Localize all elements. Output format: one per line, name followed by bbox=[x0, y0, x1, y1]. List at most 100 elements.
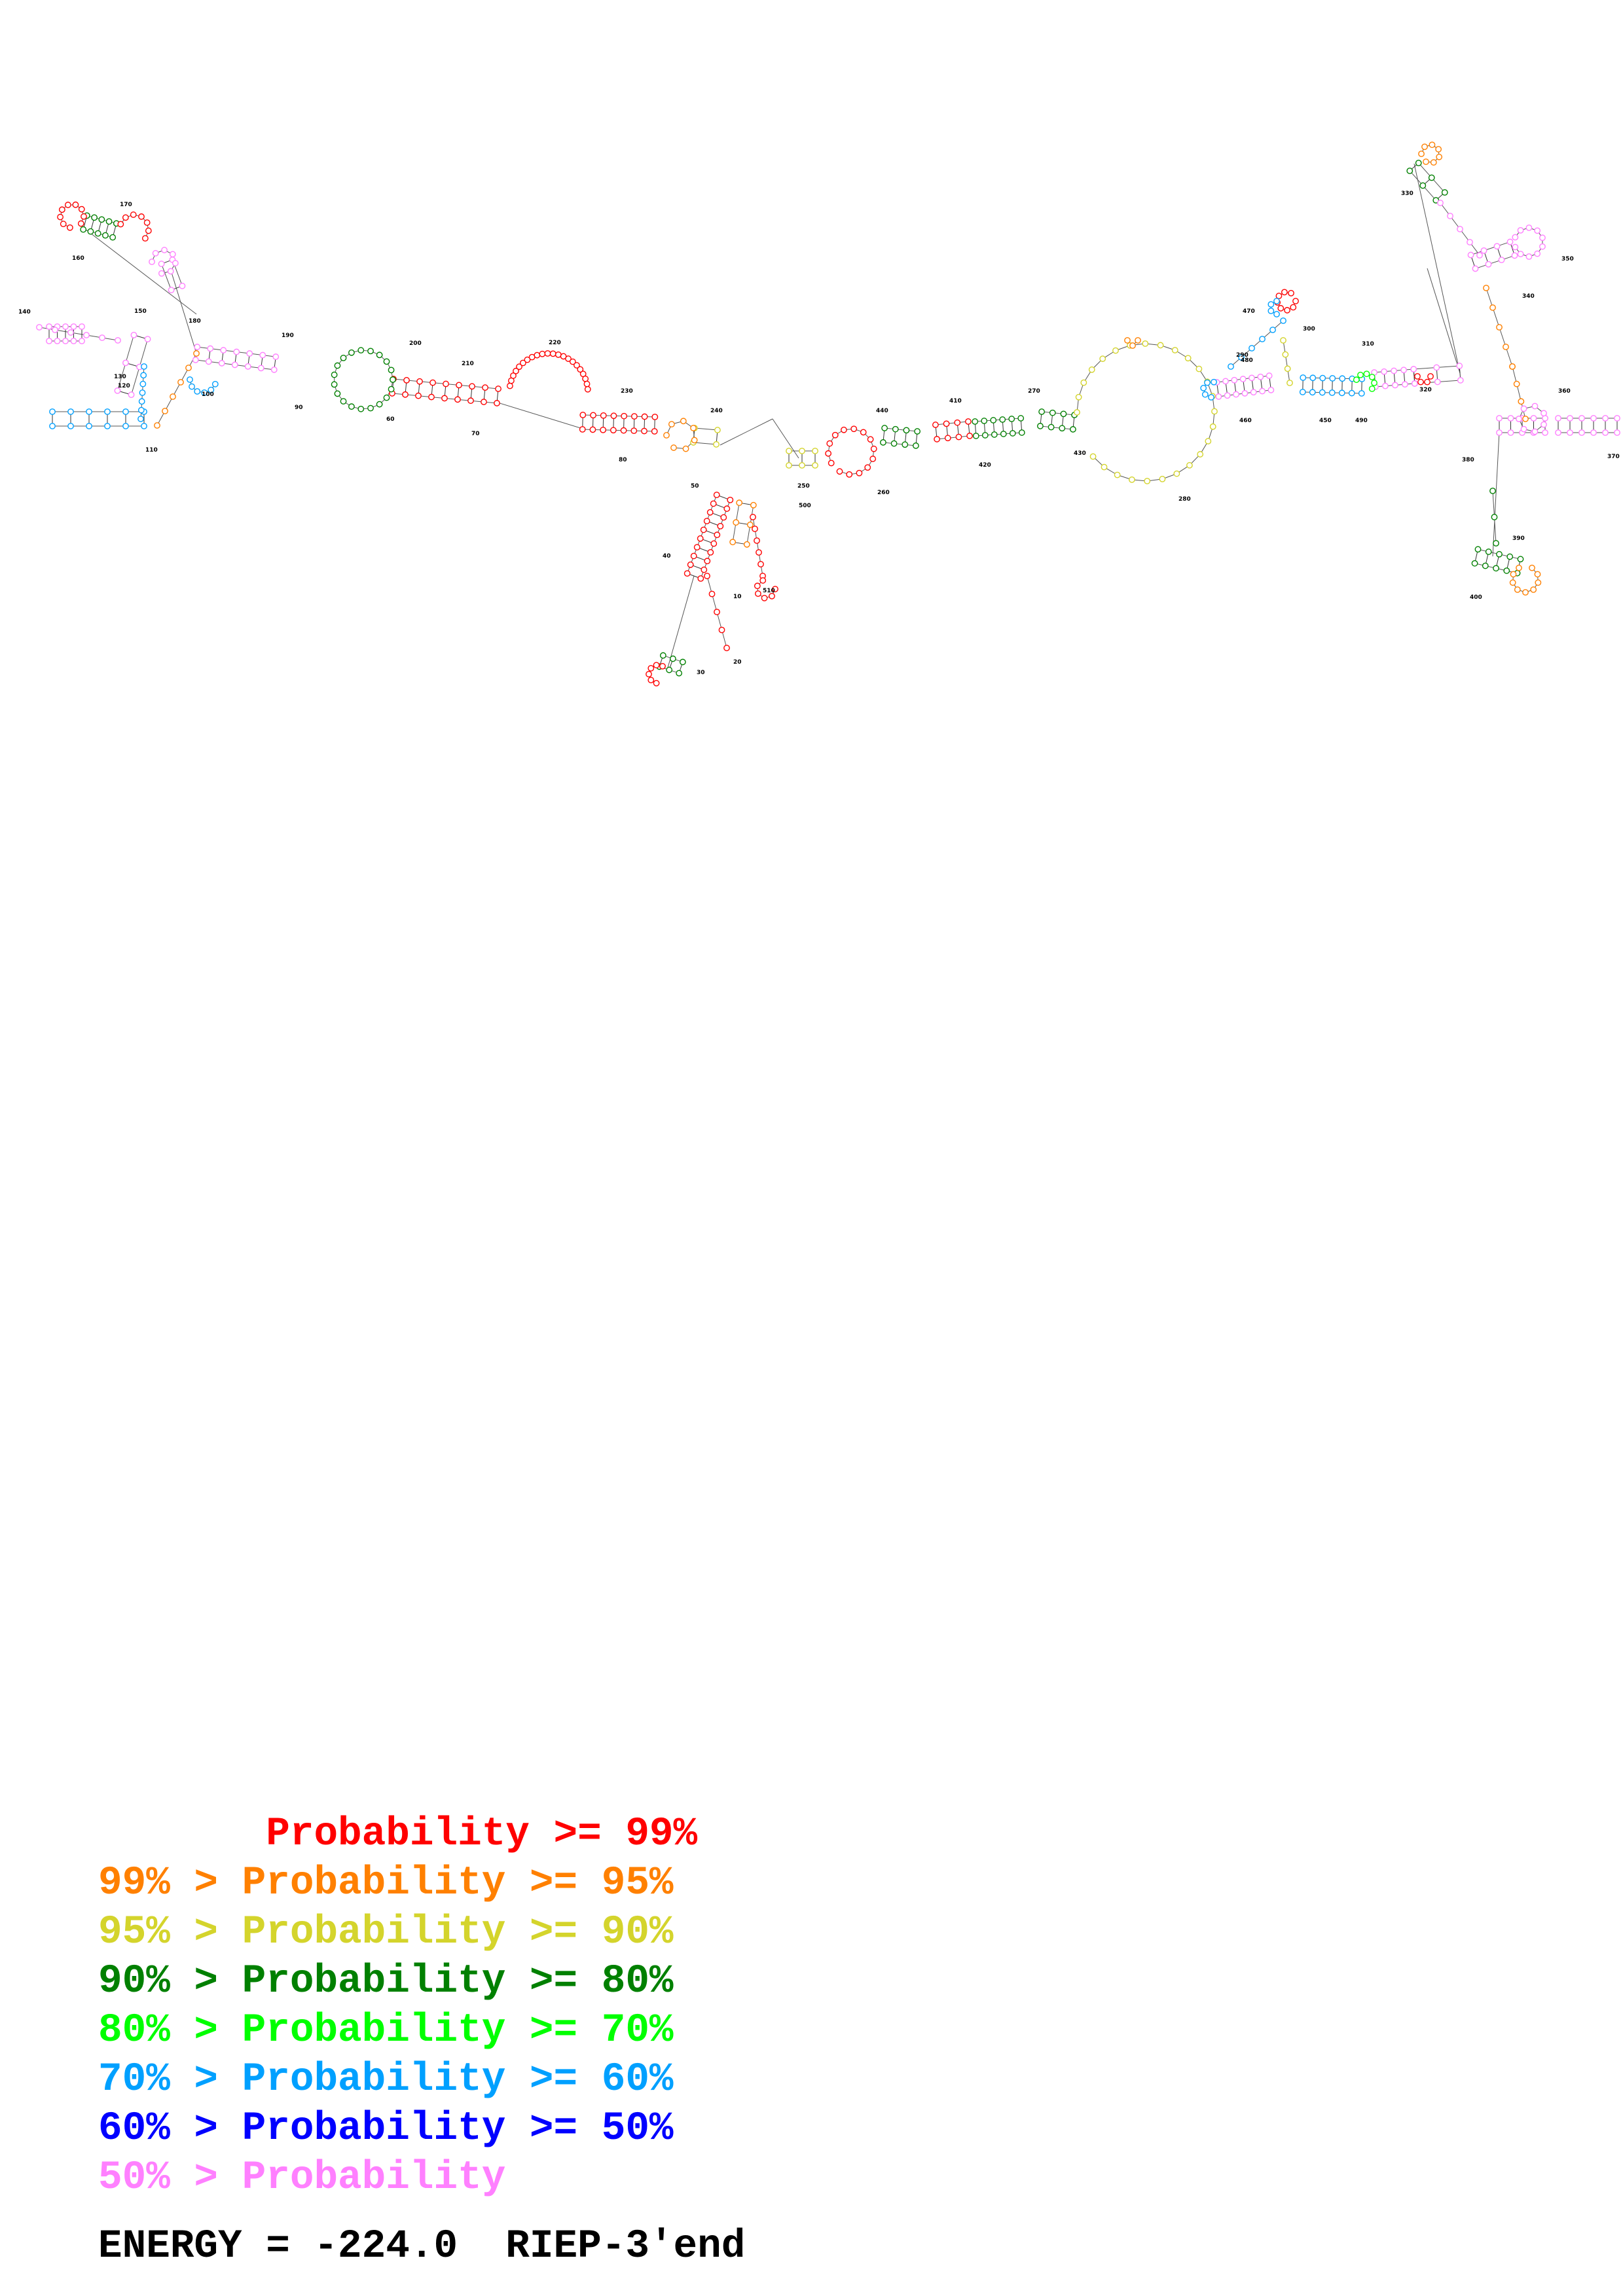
position-label: 100 bbox=[202, 391, 214, 398]
position-label: 410 bbox=[949, 398, 962, 404]
position-label: 280 bbox=[1178, 496, 1191, 503]
nucleotide bbox=[205, 358, 212, 365]
nucleotide bbox=[1228, 363, 1234, 370]
nucleotide bbox=[1555, 415, 1561, 422]
nucleotide bbox=[194, 344, 201, 350]
nucleotide bbox=[1496, 550, 1503, 558]
nucleotide bbox=[659, 662, 666, 670]
nucleotide bbox=[1614, 429, 1620, 436]
backbone-segment bbox=[1042, 411, 1075, 416]
nucleotide bbox=[162, 408, 168, 414]
nucleotide bbox=[1233, 391, 1239, 398]
nucleotide bbox=[786, 448, 792, 454]
nucleotide bbox=[999, 416, 1006, 423]
nucleotide bbox=[122, 423, 129, 429]
nucleotide bbox=[860, 429, 867, 436]
backbone-segment bbox=[1505, 346, 1513, 367]
nucleotide bbox=[524, 356, 531, 363]
nucleotide bbox=[1277, 305, 1285, 312]
nucleotide bbox=[825, 450, 832, 457]
position-label: 40 bbox=[663, 553, 671, 560]
nucleotide bbox=[1517, 251, 1524, 258]
nucleotide bbox=[743, 541, 750, 548]
nucleotide bbox=[428, 393, 435, 401]
rna-stems bbox=[46, 160, 1620, 677]
nucleotide bbox=[441, 395, 448, 402]
position-label: 120 bbox=[118, 383, 130, 389]
position-label: 400 bbox=[1470, 594, 1482, 601]
nucleotide bbox=[192, 357, 199, 363]
nucleotide bbox=[991, 431, 998, 438]
position-label: 210 bbox=[462, 361, 474, 367]
nucleotide bbox=[1017, 415, 1025, 422]
nucleotide bbox=[646, 671, 652, 677]
nucleotide bbox=[57, 213, 64, 221]
nucleotide bbox=[1509, 363, 1516, 370]
nucleotide bbox=[376, 351, 383, 359]
nucleotide bbox=[1267, 308, 1275, 314]
nucleotide bbox=[1257, 373, 1264, 380]
backbone-segment bbox=[1040, 425, 1073, 430]
nucleotide bbox=[867, 436, 874, 443]
nucleotide bbox=[78, 206, 85, 213]
nucleotide bbox=[383, 394, 390, 401]
nucleotide bbox=[169, 251, 176, 258]
nucleotide bbox=[367, 348, 374, 355]
nucleotide bbox=[733, 519, 740, 526]
backbone-segment bbox=[1492, 431, 1500, 557]
nucleotide bbox=[348, 349, 355, 356]
nucleotide bbox=[77, 220, 84, 227]
nucleotide bbox=[729, 539, 737, 546]
nucleotide bbox=[67, 329, 74, 336]
nucleotide bbox=[1266, 372, 1273, 379]
nucleotide bbox=[641, 427, 647, 435]
nucleotide bbox=[831, 431, 839, 439]
nucleotide bbox=[1483, 285, 1489, 291]
probability-legend: Probability >= 99% 99% > Probability >= 9… bbox=[98, 1810, 697, 2202]
nucleotide bbox=[1074, 409, 1080, 416]
nucleotide bbox=[58, 206, 65, 213]
position-label: 90 bbox=[295, 404, 303, 411]
nucleotide bbox=[1338, 389, 1345, 397]
position-label: 340 bbox=[1522, 293, 1535, 300]
nucleotide bbox=[376, 401, 383, 408]
nucleotide bbox=[334, 362, 341, 369]
backbone-segment bbox=[883, 442, 916, 446]
nucleotide bbox=[1590, 429, 1597, 436]
nucleotide bbox=[1418, 151, 1425, 157]
nucleotide bbox=[1517, 226, 1524, 234]
legend-row: 50% > Probability bbox=[98, 2155, 506, 2200]
nucleotide bbox=[62, 323, 69, 330]
position-label: 390 bbox=[1512, 535, 1525, 542]
nucleotide bbox=[1328, 389, 1336, 396]
nucleotide bbox=[1525, 253, 1533, 260]
nucleotide bbox=[60, 221, 67, 228]
position-label: 180 bbox=[189, 318, 201, 325]
nucleotide bbox=[723, 505, 731, 512]
nucleotide bbox=[1205, 438, 1212, 444]
nucleotide bbox=[52, 327, 58, 333]
nucleotide bbox=[1530, 415, 1537, 422]
nucleotide bbox=[1531, 428, 1539, 435]
nucleotide bbox=[880, 439, 886, 446]
legend-row: 70% > Probability >= 60% bbox=[98, 2057, 674, 2102]
nucleotide bbox=[201, 389, 208, 396]
nucleotide bbox=[684, 570, 691, 577]
position-label: 150 bbox=[134, 308, 147, 315]
nucleotide bbox=[1467, 239, 1473, 245]
nucleotide bbox=[1363, 370, 1370, 378]
position-label: 250 bbox=[797, 483, 810, 490]
nucleotide bbox=[172, 260, 179, 266]
nucleotide bbox=[331, 371, 338, 378]
nucleotide bbox=[723, 645, 730, 651]
nucleotide bbox=[1269, 327, 1276, 333]
nucleotide bbox=[1038, 408, 1045, 415]
nucleotide bbox=[841, 426, 847, 433]
nucleotide bbox=[754, 590, 761, 597]
nucleotide bbox=[1441, 189, 1448, 196]
nucleotide bbox=[516, 363, 522, 370]
nucleotide bbox=[954, 419, 961, 426]
backbone-segment bbox=[1492, 490, 1495, 518]
nucleotide bbox=[494, 400, 500, 406]
nucleotide bbox=[1516, 416, 1522, 422]
